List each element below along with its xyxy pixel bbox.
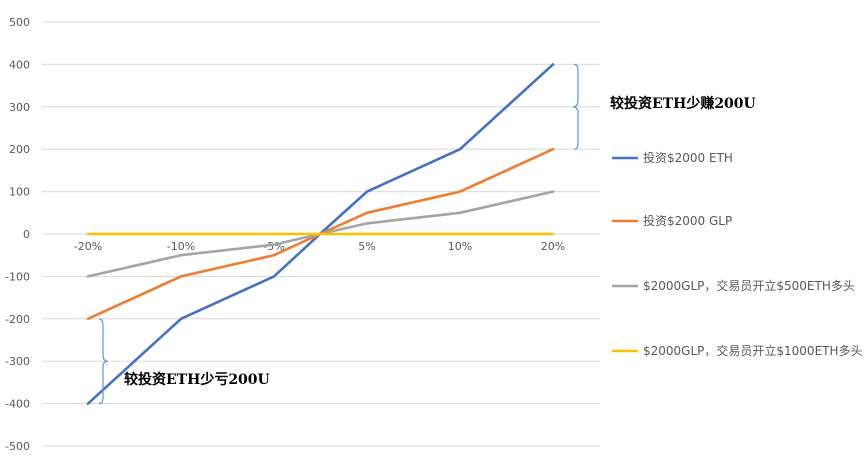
legend-label: 投资$2000 ETH (643, 150, 733, 165)
brace-right (572, 63, 579, 150)
annotation-less-loss: 较投资ETH少亏200U (124, 371, 270, 388)
x-tick-label: 5% (358, 240, 375, 253)
x-tick-label: -10% (167, 240, 195, 253)
x-tick-label: 20% (541, 240, 565, 253)
y-tick-label: -500 (5, 440, 30, 453)
y-tick-label: -400 (5, 398, 30, 411)
y-tick-label: 500 (9, 16, 30, 29)
legend-label: 投资$2000 GLP (643, 213, 732, 228)
series-lines (86, 63, 555, 405)
annotation-less-gain: 较投资ETH少赚200U (610, 95, 756, 112)
y-tick-label: 300 (9, 101, 30, 114)
y-tick-label: -100 (5, 270, 30, 283)
brace-left (98, 318, 109, 405)
legend-label: $2000GLP，交易员开立$1000ETH多头 (643, 343, 863, 358)
legend-label: $2000GLP，交易员开立$500ETH多头 (643, 278, 855, 293)
y-axis-ticks: -500 -400 -300 -200 -100 0 100 200 300 400 500 (5, 16, 30, 453)
y-tick-label: 400 (9, 58, 30, 71)
y-tick-label: -200 (5, 313, 30, 326)
legend: 投资$2000 ETH 投资$2000 GLP $2000GLP，交易员开立$500… (612, 150, 863, 358)
annotations: 较投资ETH少赚200U 较投资ETH少亏200U (98, 63, 756, 405)
y-tick-label: 200 (9, 143, 30, 156)
x-tick-label: 10% (448, 240, 472, 253)
y-tick-label: 0 (23, 228, 30, 241)
x-tick-label: -20% (74, 240, 102, 253)
x-axis-ticks: -20% -10% -5% 5% 10% 20% (74, 240, 565, 253)
y-tick-label: 100 (9, 186, 30, 199)
y-tick-label: -300 (5, 355, 30, 368)
